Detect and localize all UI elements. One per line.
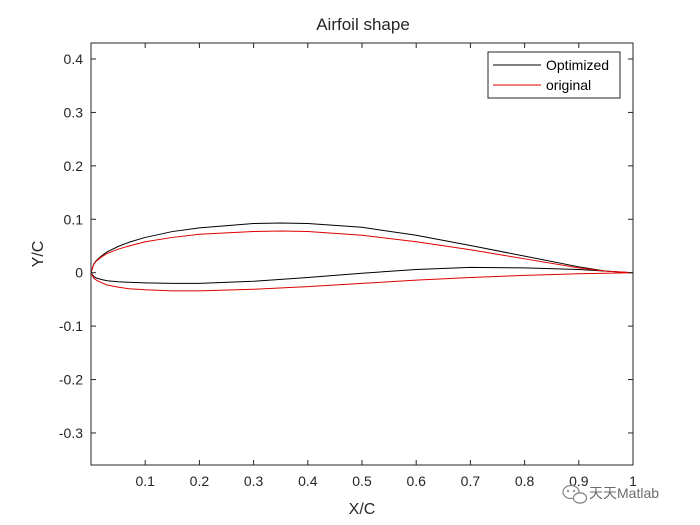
axes-background (91, 43, 633, 465)
x-tick-label: 0.2 (190, 473, 210, 489)
ticks-layer: 0.1 0.2 0.3 0.4 0.5 0.6 0.7 0.8 0.9 1 0.4 0.3 0.2 0.1… (59, 43, 637, 489)
x-tick-label: 0.5 (352, 473, 372, 489)
x-tick-label: 0.1 (135, 473, 155, 489)
legend-entries: Optimized original (493, 57, 609, 93)
series-layer (90, 222, 634, 292)
y-tick-label: 0.1 (64, 211, 84, 227)
x-tick-label: 0.9 (569, 473, 589, 489)
y-tick-label: -0.1 (59, 318, 83, 334)
x-tick-label: 0.6 (406, 473, 426, 489)
series-line-original (90, 230, 634, 292)
y-tick-label: 0.4 (64, 51, 84, 67)
chart-title: Airfoil shape (316, 15, 410, 34)
y-tick-label: 0.2 (64, 158, 84, 174)
watermark: 天天Matlab (562, 484, 659, 504)
x-tick-label: 1 (629, 473, 637, 489)
x-tick-label: 0.8 (515, 473, 535, 489)
plot-area: 0.1 0.2 0.3 0.4 0.5 0.6 0.7 0.8 0.9 1 0.4 0.3 0.2 0.1… (59, 42, 637, 489)
watermark-text: 天天Matlab (589, 485, 659, 501)
legend[interactable]: Optimized original (487, 51, 621, 99)
y-tick-label: 0 (75, 265, 83, 281)
legend-label-optimized: Optimized (546, 57, 609, 73)
y-tick-label: -0.2 (59, 372, 83, 388)
y-tick-label: -0.3 (59, 425, 83, 441)
y-tick-label: 0.3 (64, 104, 84, 120)
legend-box (487, 51, 621, 99)
x-tick-label: 0.3 (244, 473, 264, 489)
y-axis-label: Y/C (30, 241, 47, 268)
x-axis-label: X/C (349, 501, 376, 518)
wechat-icon (562, 484, 588, 504)
legend-label-original: original (546, 77, 591, 93)
x-tick-label: 0.7 (461, 473, 481, 489)
x-tick-label: 0.4 (298, 473, 318, 489)
